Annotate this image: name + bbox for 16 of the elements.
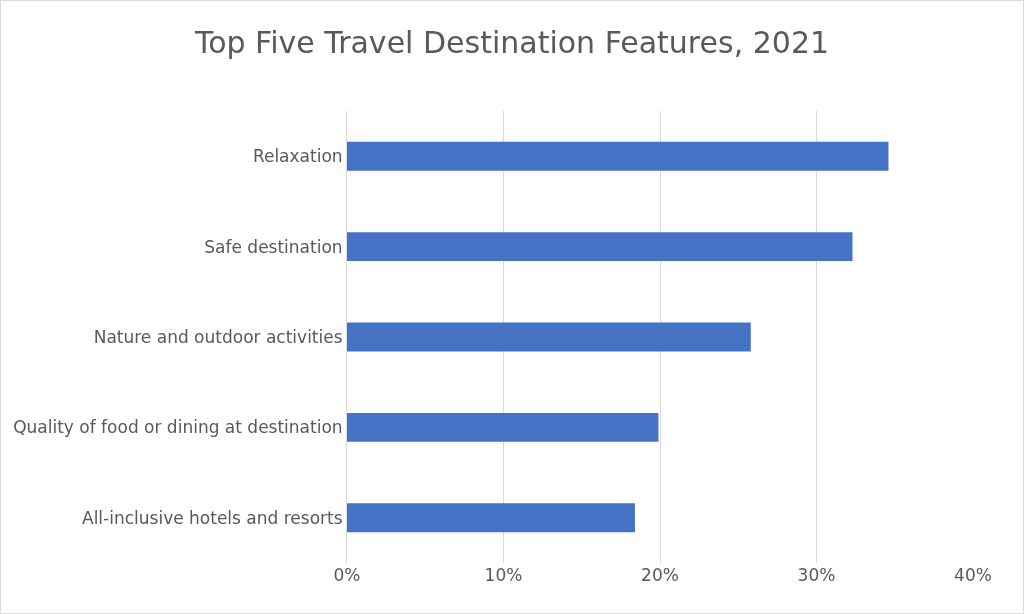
x-tick-label: 40%	[954, 565, 992, 585]
bar	[347, 412, 659, 442]
bar	[347, 503, 635, 533]
x-tick-label: 20%	[641, 565, 679, 585]
bar	[347, 141, 889, 171]
y-tick-label: All-inclusive hotels and resorts	[82, 507, 343, 528]
y-tick-label: Nature and outdoor activities	[93, 326, 343, 347]
x-tick-label: 10%	[484, 565, 523, 585]
bar	[347, 232, 853, 262]
y-tick-label: Quality of food or dining at destination	[13, 417, 343, 438]
y-tick-label: Relaxation	[252, 146, 343, 167]
x-tick-label: 30%	[797, 565, 836, 585]
x-tick-label: 0%	[333, 565, 361, 585]
y-tick-label: Safe destination	[204, 236, 343, 257]
bar	[347, 322, 751, 352]
chart-title: Top Five Travel Destination Features, 2021	[193, 24, 830, 60]
